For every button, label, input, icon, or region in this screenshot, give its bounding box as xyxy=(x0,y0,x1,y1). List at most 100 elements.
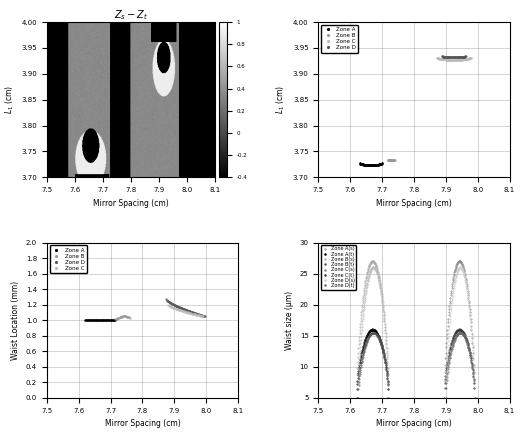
Zone B xyxy=(386,158,392,163)
Zone A xyxy=(360,162,367,167)
Line: Zone A: Zone A xyxy=(84,319,116,321)
Zone D xyxy=(201,314,207,319)
Zone C(s) xyxy=(472,395,478,400)
Zone B xyxy=(126,315,133,320)
Zone D(s) xyxy=(470,358,476,363)
Line: Zone C: Zone C xyxy=(167,304,204,317)
Zone B xyxy=(116,315,122,320)
Zone D xyxy=(450,55,457,60)
Zone B(s) xyxy=(385,367,391,372)
Zone C xyxy=(177,308,183,313)
Zone A(s) xyxy=(385,395,392,400)
Legend: Zone A, Zone B, Zone C, Zone D: Zone A, Zone B, Zone C, Zone D xyxy=(321,25,358,53)
Zone C(t) xyxy=(470,373,476,378)
Zone B xyxy=(123,314,129,319)
Zone C xyxy=(454,57,461,62)
Zone B xyxy=(392,157,398,162)
Zone B xyxy=(387,158,393,163)
Zone B xyxy=(388,157,395,163)
Y-axis label: $L_1$ (cm): $L_1$ (cm) xyxy=(275,85,288,114)
Zone A xyxy=(369,163,375,168)
Zone B xyxy=(387,158,394,163)
Zone A xyxy=(368,163,374,168)
Zone B xyxy=(389,157,396,163)
Zone D xyxy=(180,306,186,312)
Zone D xyxy=(452,55,459,60)
Zone B xyxy=(389,157,395,163)
Line: Zone C(s): Zone C(s) xyxy=(444,261,475,398)
Zone A(t) xyxy=(369,327,375,332)
Zone C(s) xyxy=(470,356,476,361)
Zone B xyxy=(125,314,131,320)
Zone A xyxy=(378,161,384,167)
Zone B(t) xyxy=(385,395,392,400)
Zone D(s) xyxy=(460,269,466,274)
Zone B xyxy=(391,157,397,162)
Line: Zone C: Zone C xyxy=(436,57,472,61)
Zone A(t) xyxy=(379,344,385,349)
Zone B xyxy=(391,157,397,163)
Zone C xyxy=(450,57,457,62)
Zone B xyxy=(388,158,394,163)
Line: Zone A: Zone A xyxy=(359,163,383,166)
Zone B(t) xyxy=(370,330,376,335)
Zone C xyxy=(466,56,472,61)
Zone B xyxy=(118,314,124,320)
Zone D xyxy=(460,54,466,59)
Zone D(s) xyxy=(448,302,454,308)
Zone B xyxy=(120,314,126,319)
Zone A(t) xyxy=(360,343,367,348)
Zone B(s) xyxy=(361,298,368,303)
Zone D(s) xyxy=(472,395,478,400)
Zone B xyxy=(119,314,125,319)
Zone D(s) xyxy=(457,265,463,270)
Zone D(s) xyxy=(449,293,456,298)
Zone C xyxy=(434,55,440,61)
Zone B xyxy=(391,157,397,163)
Zone A(t) xyxy=(362,337,368,342)
Zone C(t) xyxy=(457,327,463,332)
Zone B xyxy=(385,157,391,163)
Zone B xyxy=(389,157,395,163)
Zone B xyxy=(388,158,394,163)
Zone A xyxy=(108,317,114,323)
Zone A(s) xyxy=(385,366,391,371)
X-axis label: Mirror Spacing (cm): Mirror Spacing (cm) xyxy=(93,198,169,208)
Zone B xyxy=(386,158,393,163)
Line: Zone B: Zone B xyxy=(387,159,395,161)
Line: Zone B: Zone B xyxy=(114,316,131,320)
Line: Zone D: Zone D xyxy=(166,298,205,317)
Zone C(s) xyxy=(447,298,453,303)
Zone C(t) xyxy=(441,395,447,400)
Zone A(t) xyxy=(354,395,360,400)
Line: Zone C(t): Zone C(t) xyxy=(444,329,475,398)
Zone C xyxy=(439,57,446,62)
Zone B(t) xyxy=(363,339,370,345)
Zone C xyxy=(165,302,171,307)
Zone B xyxy=(124,314,131,320)
Zone D(t) xyxy=(457,330,463,335)
Zone A xyxy=(108,317,114,323)
Zone B xyxy=(391,157,397,162)
Zone B xyxy=(391,157,397,163)
Zone A(s) xyxy=(379,295,385,301)
Zone B xyxy=(385,157,392,163)
Legend: Zone A(s), Zone A(t), Zone B(s), Zone B(t), Zone C(s), Zone C(t), Zone D(s), Zon: Zone A(s), Zone A(t), Zone B(s), Zone B(… xyxy=(321,245,356,290)
Zone B xyxy=(387,158,393,163)
Zone C(t) xyxy=(448,340,454,346)
Zone B xyxy=(121,314,127,319)
Zone C xyxy=(441,57,447,62)
Zone C(t) xyxy=(460,329,466,334)
Zone A(s) xyxy=(369,259,375,264)
Zone D(t) xyxy=(443,395,449,400)
Zone A xyxy=(357,160,363,166)
Zone B xyxy=(389,157,395,163)
Zone D(t) xyxy=(470,367,476,372)
Zone D xyxy=(444,54,450,60)
Zone D xyxy=(186,309,192,314)
Zone D(t) xyxy=(472,395,478,400)
Zone B xyxy=(122,314,128,319)
X-axis label: Mirror Spacing (cm): Mirror Spacing (cm) xyxy=(376,419,452,428)
Zone C(s) xyxy=(460,263,466,268)
Zone B xyxy=(386,158,393,163)
